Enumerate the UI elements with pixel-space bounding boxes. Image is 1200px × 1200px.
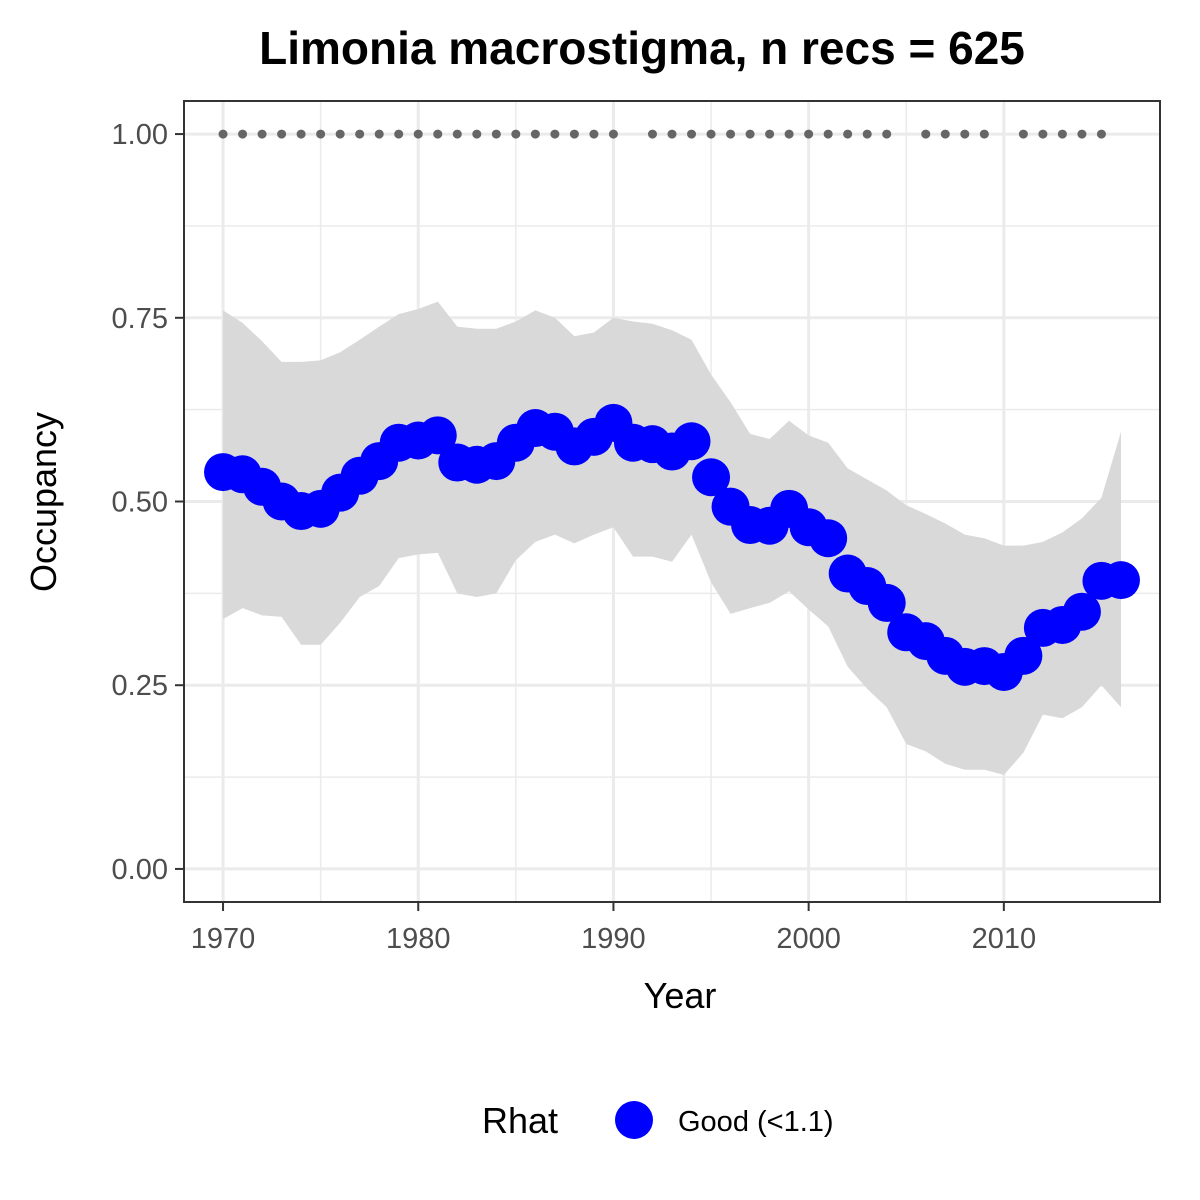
record-year-dot <box>843 129 853 139</box>
record-year-dot <box>589 129 599 139</box>
record-year-dot <box>726 129 736 139</box>
y-tick-label: 0.50 <box>112 487 168 519</box>
record-year-dot <box>277 129 287 139</box>
occupancy-point <box>1004 636 1043 675</box>
record-year-dot <box>491 129 501 139</box>
record-year-dot <box>413 129 423 139</box>
y-tick-label: 0.75 <box>112 303 168 335</box>
legend-label-good: Good (<1.1) <box>678 1106 834 1138</box>
y-tick-label: 1.00 <box>112 119 168 151</box>
record-year-dot <box>355 129 365 139</box>
record-year-dot <box>511 129 521 139</box>
record-year-dot <box>1018 129 1028 139</box>
record-year-dot <box>335 129 345 139</box>
record-year-dot <box>316 129 326 139</box>
record-year-dot <box>257 129 267 139</box>
record-year-dot <box>550 129 560 139</box>
x-axis: 1970 1980 1990 2000 2010 <box>191 902 1036 955</box>
x-axis-title: Year <box>644 975 717 1016</box>
record-year-dot <box>1096 129 1106 139</box>
record-year-dot <box>1057 129 1067 139</box>
record-year-dot <box>784 129 794 139</box>
record-year-dot <box>569 129 579 139</box>
record-year-dot <box>472 129 482 139</box>
record-year-dot <box>1077 129 1087 139</box>
occupancy-point <box>672 422 711 461</box>
x-tick-label: 1980 <box>386 923 451 955</box>
x-tick-label: 1990 <box>581 923 646 955</box>
record-year-dot <box>765 129 775 139</box>
occupancy-point <box>1101 561 1140 600</box>
record-year-dot <box>882 129 892 139</box>
record-year-dot <box>745 129 755 139</box>
record-year-dot <box>1038 129 1048 139</box>
record-dots-layer <box>218 129 1106 139</box>
occupancy-point <box>809 519 848 558</box>
occupancy-point <box>867 583 906 622</box>
legend: Rhat Good (<1.1) <box>482 1100 834 1141</box>
x-tick-label: 2010 <box>972 923 1037 955</box>
y-axis: 0.00 0.25 0.50 0.75 1.00 <box>112 119 184 886</box>
y-tick-label: 0.00 <box>112 854 168 886</box>
record-year-dot <box>667 129 677 139</box>
legend-title: Rhat <box>482 1100 558 1141</box>
y-tick-label: 0.25 <box>112 670 168 702</box>
record-year-dot <box>921 129 931 139</box>
occupancy-point <box>418 416 457 455</box>
occupancy-points-layer <box>204 403 1140 691</box>
record-year-dot <box>940 129 950 139</box>
record-year-dot <box>608 129 618 139</box>
record-year-dot <box>687 129 697 139</box>
record-year-dot <box>218 129 228 139</box>
occupancy-point <box>692 458 731 497</box>
record-year-dot <box>452 129 462 139</box>
legend-key-good-marker <box>615 1101 653 1139</box>
record-year-dot <box>530 129 540 139</box>
occupancy-point <box>1062 592 1101 631</box>
record-year-dot <box>960 129 970 139</box>
record-year-dot <box>394 129 404 139</box>
record-year-dot <box>238 129 248 139</box>
record-year-dot <box>647 129 657 139</box>
record-year-dot <box>706 129 716 139</box>
x-tick-label: 1970 <box>191 923 256 955</box>
record-year-dot <box>979 129 989 139</box>
record-year-dot <box>804 129 814 139</box>
y-axis-title: Occupancy <box>23 412 64 592</box>
x-tick-label: 2000 <box>776 923 841 955</box>
record-year-dot <box>823 129 833 139</box>
record-year-dot <box>433 129 443 139</box>
record-year-dot <box>296 129 306 139</box>
record-year-dot <box>374 129 384 139</box>
record-year-dot <box>862 129 872 139</box>
chart-title: Limonia macrostigma, n recs = 625 <box>259 22 1025 74</box>
